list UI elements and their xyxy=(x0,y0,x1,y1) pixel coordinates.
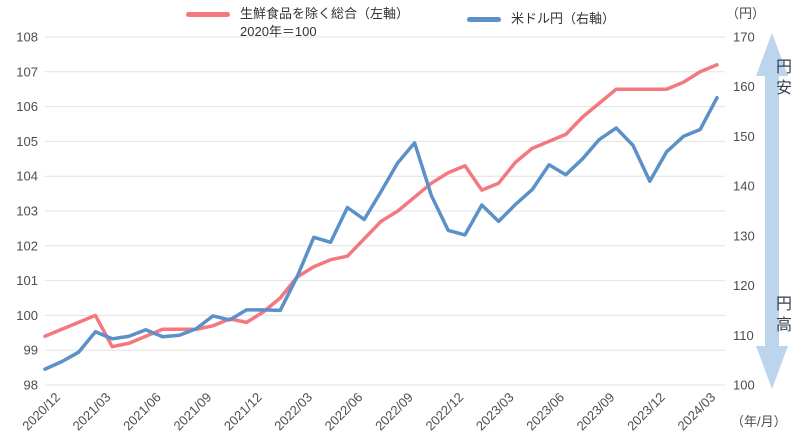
series-line-usdjpy xyxy=(43,95,719,371)
legend-label-cpi-line2: 2020年＝100 xyxy=(240,24,317,40)
left-axis-tick-label: 103 xyxy=(16,204,38,219)
x-axis-tick-label: 2020/12 xyxy=(19,390,63,434)
x-axis-tick-label: 2022/09 xyxy=(372,390,416,434)
x-axis-tick-label: 2021/09 xyxy=(170,390,214,434)
right-axis-tick-label: 140 xyxy=(733,179,755,194)
chart-legend: 生鮮食品を除く総合（左軸） 2020年＝100 米ドル円（右軸） xyxy=(186,5,615,41)
x-axis-tick-label: 2024/03 xyxy=(674,390,718,434)
x-axis-tick-label: 2023/12 xyxy=(624,390,668,434)
x-axis-tick-label: 2022/06 xyxy=(322,390,366,434)
right-axis-tick-label: 100 xyxy=(733,378,755,393)
legend-label-cpi-line1: 生鮮食品を除く総合（左軸） xyxy=(240,6,410,21)
x-axis-tick-label: 2021/03 xyxy=(70,390,114,434)
left-axis-tick-label: 105 xyxy=(16,134,38,149)
left-axis-tick-label: 101 xyxy=(16,273,38,288)
x-axis-tick-label: 2023/06 xyxy=(523,390,567,434)
right-axis-tick-label: 150 xyxy=(733,129,755,144)
left-axis-tick-label: 106 xyxy=(16,99,38,114)
legend-item-usdjpy: 米ドル円（右軸） xyxy=(467,10,615,28)
x-axis-tick-label: 2023/09 xyxy=(574,390,618,434)
right-axis-unit-label: （円） xyxy=(726,6,766,21)
right-axis-tick-label: 110 xyxy=(733,328,754,343)
right-axis-tick-label: 170 xyxy=(733,30,755,45)
left-axis-tick-label: 98 xyxy=(24,378,38,393)
left-axis-tick-label: 102 xyxy=(16,238,38,253)
left-axis-tick-label: 104 xyxy=(16,169,38,184)
x-axis-unit-label: （年/月） xyxy=(731,414,787,429)
left-axis-tick-label: 108 xyxy=(16,30,38,45)
yen-weak-label: 円安 xyxy=(773,58,790,100)
left-axis-tick-label: 99 xyxy=(24,343,38,358)
right-axis-tick-label: 160 xyxy=(733,79,755,94)
legend-label-cpi: 生鮮食品を除く総合（左軸） 2020年＝100 xyxy=(240,5,409,41)
x-axis-tick-label: 2021/06 xyxy=(120,390,164,434)
legend-swatch-usdjpy xyxy=(467,17,502,22)
left-axis-tick-label: 107 xyxy=(16,64,38,79)
series-line-cpi xyxy=(43,63,719,349)
x-axis-tick-label: 2022/12 xyxy=(422,390,466,434)
right-axis-tick-label: 130 xyxy=(733,228,755,243)
x-axis-tick-label: 2021/12 xyxy=(221,390,265,434)
legend-item-cpi: 生鮮食品を除く総合（左軸） 2020年＝100 xyxy=(186,5,409,41)
legend-label-usdjpy: 米ドル円（右軸） xyxy=(511,11,616,26)
yen-strong-label: 円高 xyxy=(773,295,790,337)
x-axis-tick-label: 2022/03 xyxy=(271,390,315,434)
legend-swatch-cpi xyxy=(186,12,230,17)
x-axis-tick-label: 2023/03 xyxy=(473,390,517,434)
left-axis-tick-label: 100 xyxy=(16,308,38,323)
right-axis-tick-label: 120 xyxy=(733,278,755,293)
